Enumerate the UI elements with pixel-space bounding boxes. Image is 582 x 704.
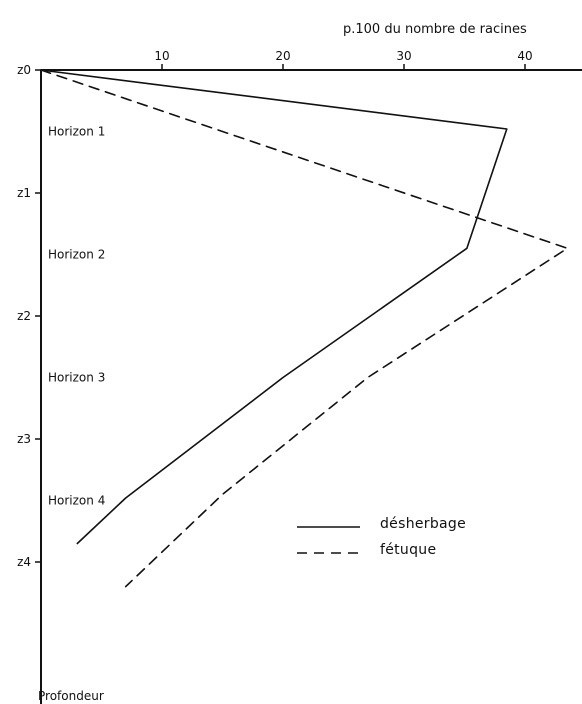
x-tick-label: 10 <box>154 49 169 63</box>
horizon-label: Horizon 3 <box>48 371 105 385</box>
depth-tick-label: z2 <box>17 309 31 323</box>
depth-ticks: z0 z1 z2 z3 z4 <box>17 63 41 569</box>
depth-tick-label: z4 <box>17 555 31 569</box>
horizon-label: Horizon 2 <box>48 248 105 262</box>
x-tick-label: 40 <box>517 49 532 63</box>
legend-label: fétuque <box>380 542 436 558</box>
horizon-label: Horizon 1 <box>48 125 105 139</box>
fetuque-series-line <box>41 70 567 587</box>
x-tick-label: 30 <box>396 49 411 63</box>
legend: désherbage fétuque <box>297 516 466 558</box>
y-axis-title: Profondeur <box>38 689 104 703</box>
x-tick-label: 20 <box>275 49 290 63</box>
depth-tick-label: z0 <box>17 63 31 77</box>
horizon-label: Horizon 4 <box>48 494 105 508</box>
depth-tick-label: z1 <box>17 186 31 200</box>
desherbage-series-line <box>41 70 507 544</box>
series-layer <box>41 70 567 587</box>
x-ticks: 10 20 30 40 <box>154 49 532 70</box>
depth-tick-label: z3 <box>17 432 31 446</box>
legend-label: désherbage <box>380 516 466 532</box>
x-axis-title: p.100 du nombre de racines <box>343 22 527 37</box>
horizon-labels: Horizon 1 Horizon 2 Horizon 3 Horizon 4 <box>48 125 105 508</box>
